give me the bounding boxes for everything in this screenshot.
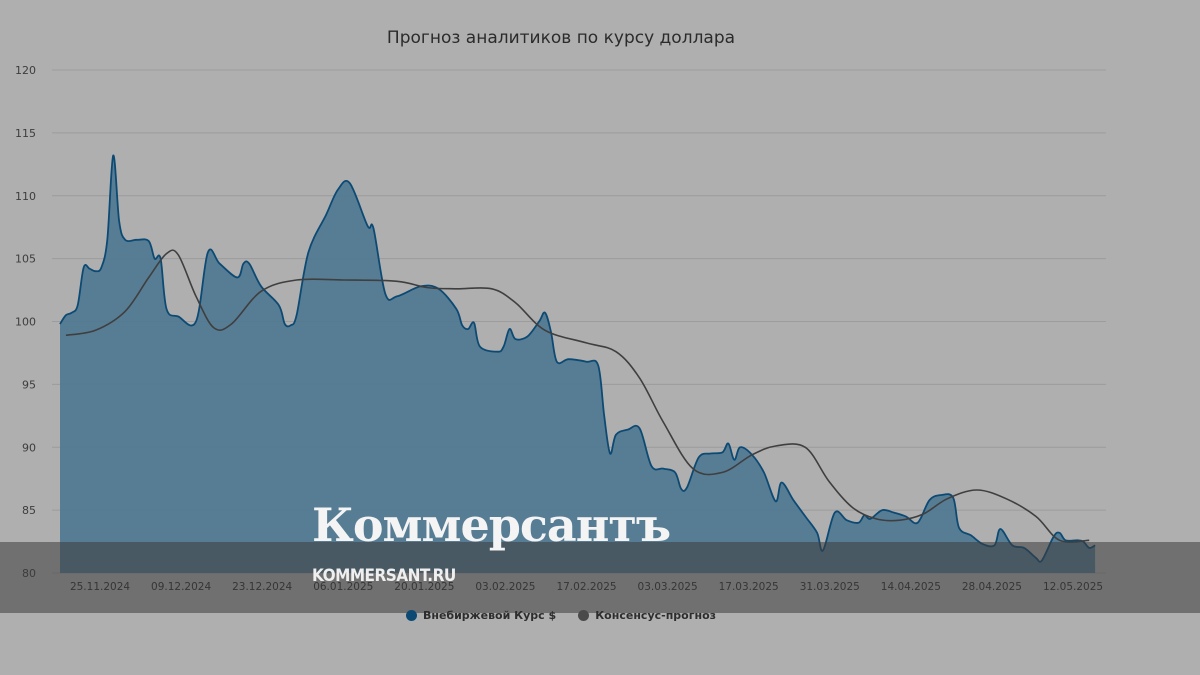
legend-item-consensus[interactable]: Консенсус-прогноз: [578, 609, 716, 622]
y-tick-label: 100: [15, 316, 36, 329]
legend-marker-consensus: [578, 610, 590, 621]
y-tick-label: 120: [15, 64, 36, 77]
y-tick-label: 110: [15, 190, 36, 203]
legend: Внебиржевой Курс $ Консенсус-прогноз: [0, 609, 1122, 622]
watermark-band: [0, 542, 1200, 613]
chart-title: Прогноз аналитиков по курсу доллара: [386, 28, 736, 48]
legend-item-rate[interactable]: Внебиржевой Курс $: [405, 609, 557, 622]
series-area-rate: [60, 155, 1096, 573]
y-tick-label: 85: [22, 504, 36, 517]
y-tick-label: 90: [22, 441, 36, 454]
watermark-url: KOMMERSANT.RU: [312, 566, 456, 586]
y-tick-label: 115: [15, 127, 36, 140]
legend-label-consensus: Консенсус-прогноз: [595, 609, 717, 622]
y-tick-label: 105: [15, 253, 36, 266]
legend-marker-rate: [405, 610, 417, 621]
watermark-logo: Коммерсантъ: [312, 498, 671, 552]
series-line-consensus: [65, 249, 1090, 543]
legend-label-rate: Внебиржевой Курс $: [422, 609, 557, 622]
y-tick-label: 95: [22, 378, 36, 391]
series-line-rate: [59, 154, 1096, 563]
